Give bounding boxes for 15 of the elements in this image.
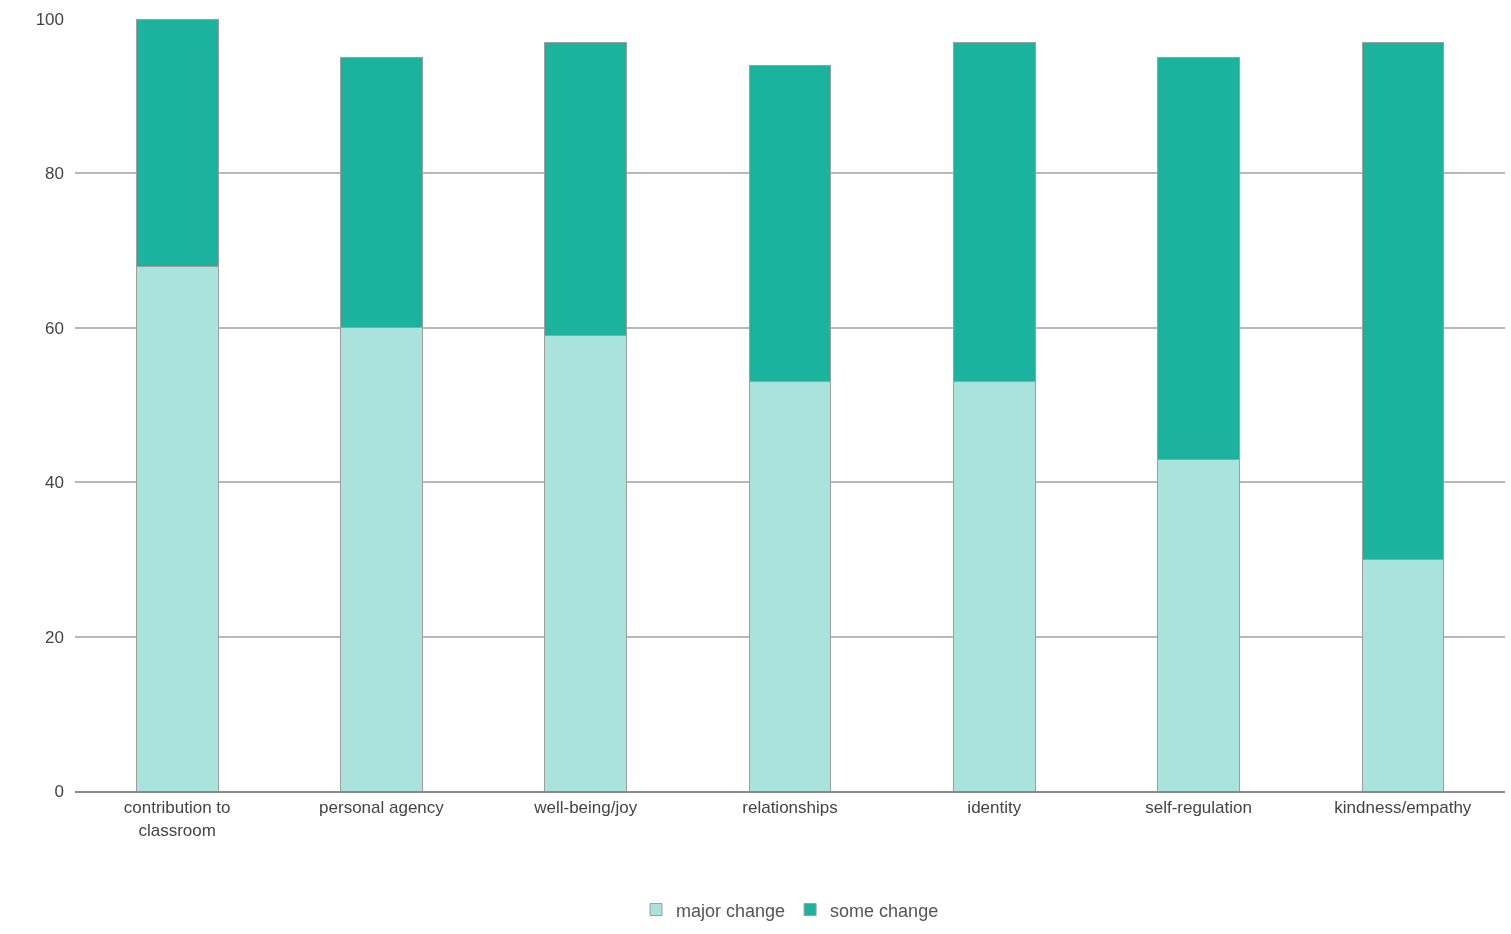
x-tick-label: personal agency	[319, 798, 445, 818]
x-tick-label: kindness/empathy	[1334, 798, 1472, 818]
y-tick-label: 40	[45, 473, 64, 493]
legend-label: major change	[676, 900, 786, 921]
x-tick-label: identity	[967, 798, 1022, 818]
y-tick-label: 20	[45, 627, 64, 647]
y-tick-label: 80	[45, 164, 64, 184]
y-tick-label: 60	[45, 318, 64, 338]
x-tick-label: well-being/joy	[533, 798, 638, 818]
y-tick-label: 0	[54, 781, 64, 801]
x-tick-label: relationships	[742, 798, 838, 818]
y-tick-label: 100	[35, 9, 64, 29]
x-tick-label: contribution to classroom	[123, 798, 231, 840]
x-tick-label: self-regulation	[1145, 798, 1252, 818]
legend-label: some change	[830, 900, 939, 921]
